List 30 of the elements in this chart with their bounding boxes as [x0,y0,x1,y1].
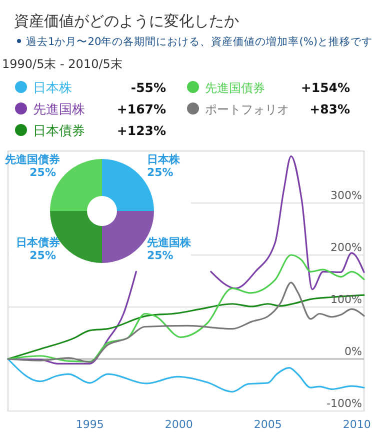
slice-label: 日本株 [147,153,181,166]
legend-label: 先進国債券 [205,81,265,95]
text: +123% [116,123,166,138]
y-tick-label: -100% [326,397,362,410]
slice-label: 先進国債券 [4,153,61,166]
text: -55% [130,80,166,95]
data-label: 25% [30,249,56,262]
data-label: 25% [30,166,56,179]
data-label: 25% [147,249,174,262]
y-tick-label: 300% [330,189,362,202]
legend-label: 日本債券 [33,124,85,139]
text: 1990/5末 - 2010/5末 [2,57,122,71]
slice-label: 先進国株 [146,236,192,249]
y-tick-label: 200% [330,241,362,254]
legend-label: 日本株 [33,81,72,96]
y-tick-label: 0% [344,345,362,358]
y-tick-label: 100% [330,293,362,306]
chart-title: 資産価値がどのように変化したか [14,12,239,30]
text: +83% [310,102,350,116]
x-tick-label: 1995 [76,418,104,431]
legend-label: ポートフォリオ [205,102,289,116]
legend-label: 先進国株 [33,102,85,118]
x-tick-label: 2005 [254,418,282,431]
text: +167% [116,102,166,116]
text: +154% [300,80,350,95]
slice-label: 日本債券 [16,236,61,249]
x-tick-label: 2000 [164,418,193,431]
chart-subtitle: 過去1か月〜20年の各期間における、資産価値の増加率(%)と推移です [26,35,373,48]
data-label: 25% [147,166,174,179]
x-tick-label: 2010 [342,418,371,431]
